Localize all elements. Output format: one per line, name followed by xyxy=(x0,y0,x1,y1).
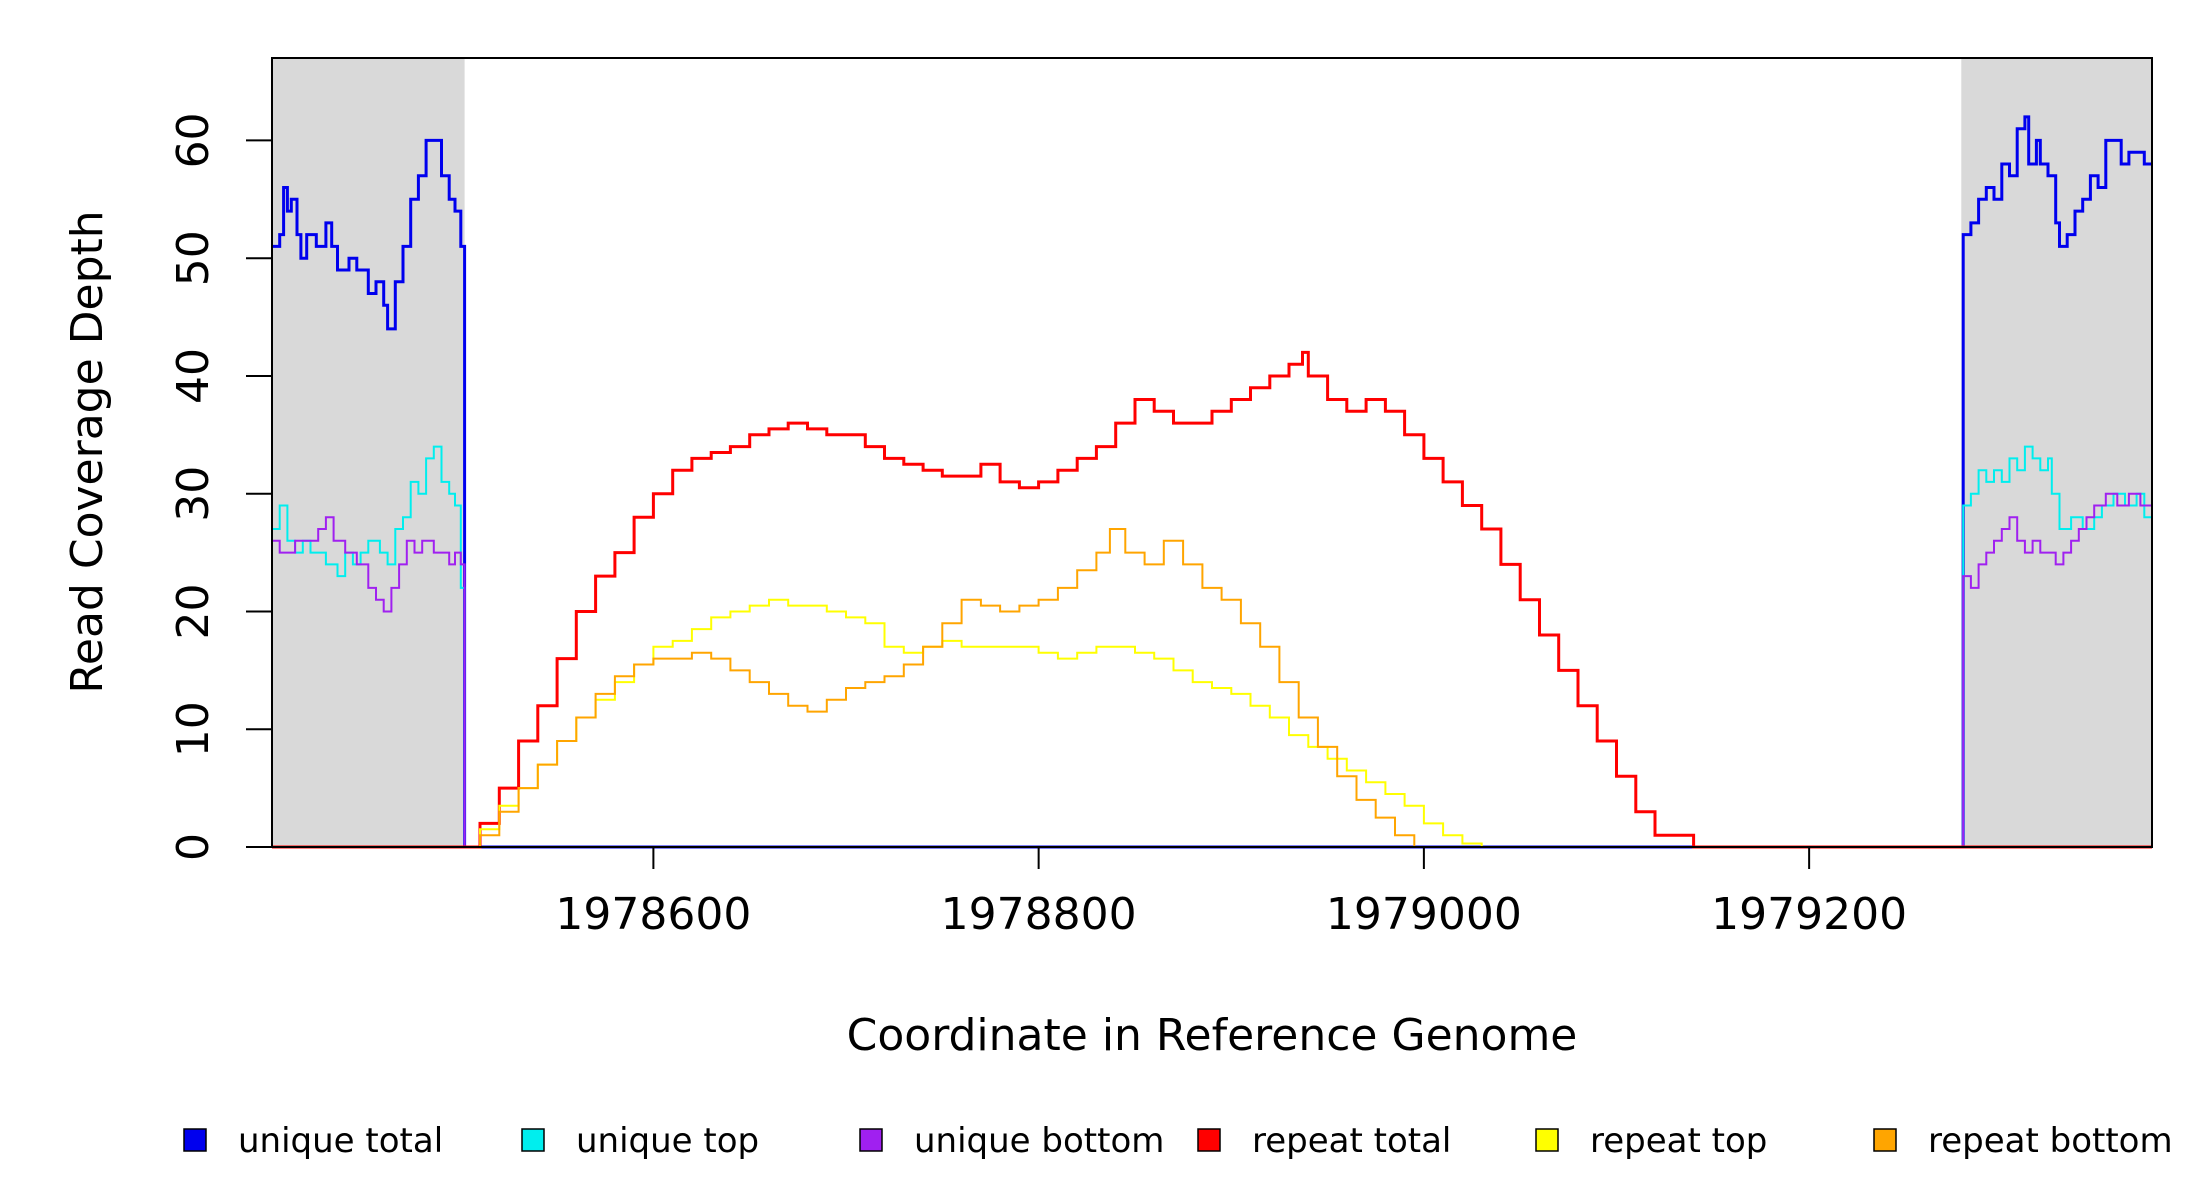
legend-swatch xyxy=(859,1128,883,1152)
legend-item: unique total xyxy=(183,1121,443,1161)
y-tick-label: 60 xyxy=(168,112,219,168)
y-tick-label: 50 xyxy=(168,230,219,286)
legend: unique total unique top unique bottom repea… xyxy=(183,1121,2173,1161)
y-tick-label: 40 xyxy=(168,348,219,404)
x-tick-label: 1979000 xyxy=(1326,889,1522,940)
y-tick-label: 30 xyxy=(168,466,219,522)
legend-swatch xyxy=(183,1128,207,1152)
legend-item: repeat top xyxy=(1535,1121,1767,1161)
series-unique-top xyxy=(272,445,2152,848)
series-unique-total xyxy=(272,115,2152,849)
y-axis-title: Read Coverage Depth xyxy=(62,210,113,693)
legend-swatch xyxy=(1197,1128,1221,1152)
series-unique-bottom xyxy=(272,492,2153,848)
series-repeat-total xyxy=(272,350,2152,849)
legend-label: unique top xyxy=(576,1121,759,1161)
y-tick-label: 20 xyxy=(168,583,219,639)
y-tick-label: 10 xyxy=(168,701,219,757)
legend-item: unique bottom xyxy=(859,1121,1164,1161)
legend-label: repeat total xyxy=(1252,1121,1451,1161)
y-tick-label: 0 xyxy=(168,833,219,861)
series-lines xyxy=(272,115,2153,849)
x-axis: 1978600 1978800 1979000 1979200 xyxy=(555,847,1907,940)
legend-swatch xyxy=(1535,1128,1559,1152)
shaded-region-1 xyxy=(272,58,465,847)
x-tick-label: 1978800 xyxy=(941,889,1137,940)
legend-label: unique total xyxy=(238,1121,443,1161)
legend-label: repeat bottom xyxy=(1928,1121,2173,1161)
legend-item: repeat total xyxy=(1197,1121,1451,1161)
shaded-regions xyxy=(272,58,2152,847)
x-tick-label: 1979200 xyxy=(1711,889,1907,940)
legend-swatch xyxy=(521,1128,545,1152)
plot-frame xyxy=(271,57,2153,848)
x-tick-label: 1978600 xyxy=(555,889,751,940)
series-repeat-top xyxy=(272,598,2152,848)
legend-label: unique bottom xyxy=(914,1121,1164,1161)
legend-item: repeat bottom xyxy=(1873,1121,2173,1161)
y-axis: 0 10 20 30 40 50 60 xyxy=(168,112,272,861)
x-axis-title: Coordinate in Reference Genome xyxy=(847,1010,1578,1061)
series-repeat-bottom xyxy=(272,528,2152,848)
legend-swatch xyxy=(1873,1128,1897,1152)
legend-item: unique top xyxy=(521,1121,759,1161)
legend-label: repeat top xyxy=(1590,1121,1767,1161)
